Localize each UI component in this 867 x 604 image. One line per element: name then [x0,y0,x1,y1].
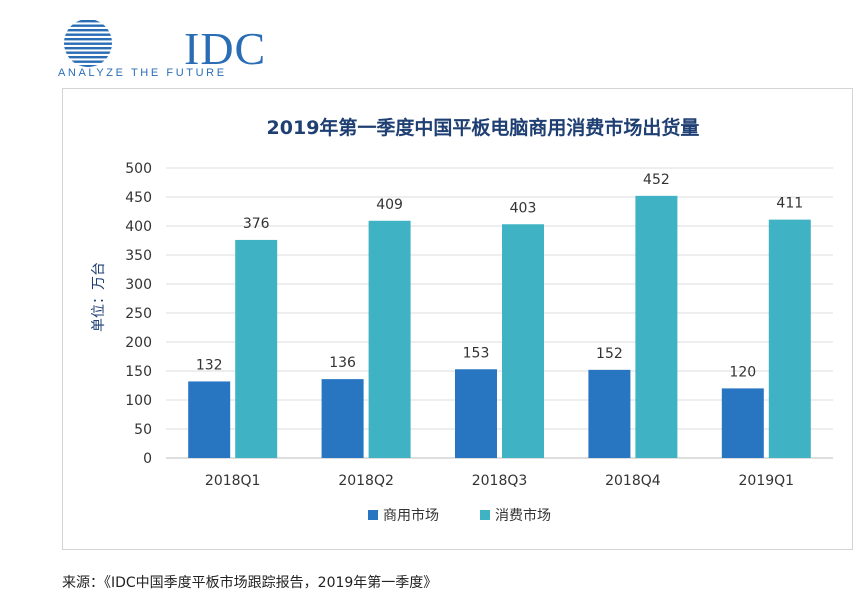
globe-logo-icon [64,20,112,67]
bar-commercial [588,369,631,458]
bar-consumer [768,219,811,458]
y-tick-label: 500 [125,161,152,177]
data-label: 452 [643,172,670,188]
y-tick-label: 250 [125,306,152,322]
x-tick-label: 2018Q4 [605,473,661,489]
legend-label: 商用市场 [383,507,439,524]
bar-commercial [455,369,497,458]
bar-consumer [235,239,278,458]
bar-consumer [502,224,544,458]
data-label: 403 [510,200,537,216]
y-tick-label: 200 [125,335,152,351]
x-tick-label: 2018Q1 [205,473,261,489]
logo-tagline: ANALYZE THE FUTURE [58,67,227,79]
y-tick-label: 400 [125,219,152,235]
chart-frame: 2019年第一季度中国平板电脑商用消费市场出货量 单位：万台 0 50 100 150… [62,88,853,550]
logo-wordmark: IDC [184,23,267,74]
y-tick-label: 150 [125,364,152,380]
legend-swatch [480,510,490,520]
data-label: 136 [329,355,356,371]
data-label: 411 [776,196,803,212]
idc-logo: IDC ANALYZE THE FUTURE [58,14,265,80]
x-tick-label: 2018Q2 [338,473,394,489]
data-label: 152 [596,346,623,362]
bar-consumer [368,220,411,458]
y-tick-label: 0 [143,451,152,467]
y-tick-label: 450 [125,190,152,206]
bar-commercial [721,388,764,458]
data-label: 376 [243,216,270,232]
y-tick-label: 100 [125,393,152,409]
data-label: 132 [196,357,223,373]
source-note: 来源：《IDC中国季度平板市场跟踪报告，2019年第一季度》 [62,575,438,591]
bar-consumer [635,195,678,458]
y-tick-label: 350 [125,248,152,264]
y-axis-label: 单位：万台 [91,262,107,332]
x-tick-label: 2018Q3 [472,473,528,489]
data-label: 153 [463,345,490,361]
y-tick-label: 300 [125,277,152,293]
legend-swatch [368,510,378,520]
bar-commercial [321,379,364,458]
data-label: 409 [376,197,403,213]
x-tick-label: 2019Q1 [739,473,795,489]
y-tick-label: 50 [134,422,152,438]
bar-chart: 2019年第一季度中国平板电脑商用消费市场出货量 单位：万台 0 50 100 150… [91,116,833,524]
chart-title: 2019年第一季度中国平板电脑商用消费市场出货量 [267,116,700,139]
bar-commercial [188,381,231,458]
data-label: 120 [729,364,756,380]
legend-label: 消费市场 [495,507,551,524]
